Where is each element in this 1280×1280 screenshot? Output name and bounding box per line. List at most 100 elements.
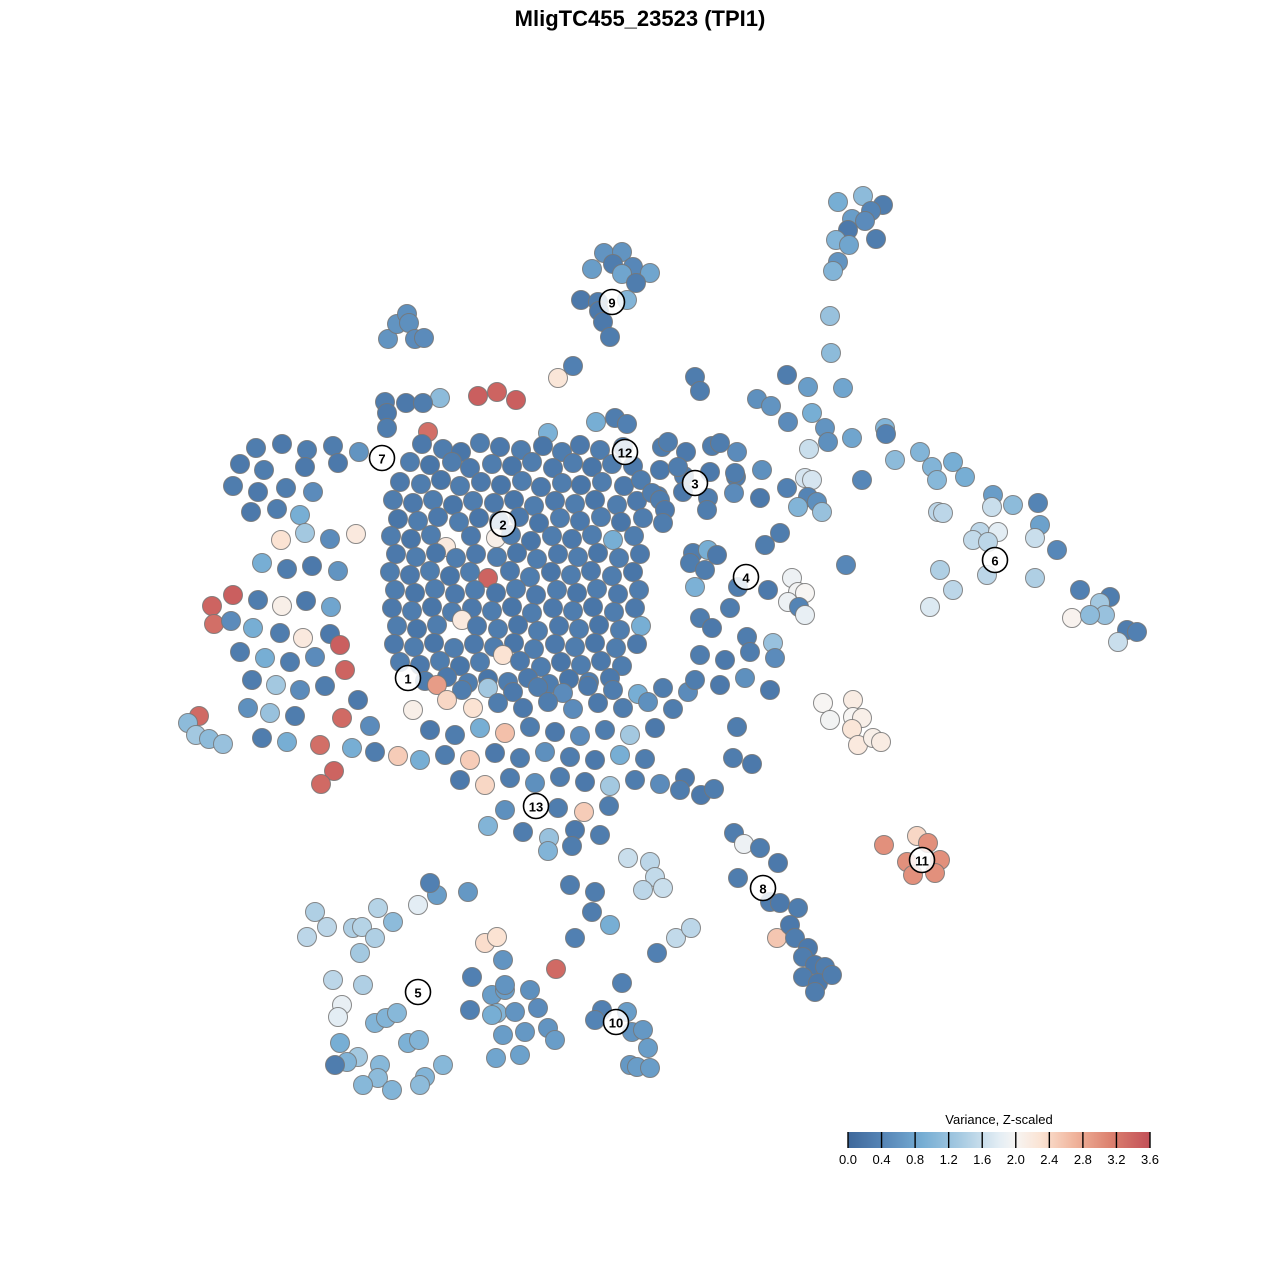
data-point — [506, 390, 526, 410]
data-point — [635, 749, 655, 769]
data-point — [427, 675, 447, 695]
data-point — [328, 1007, 348, 1027]
colorbar-tick-label: 2.0 — [1007, 1152, 1025, 1167]
data-point — [585, 490, 605, 510]
data-point — [653, 513, 673, 533]
data-point — [620, 725, 640, 745]
data-point — [626, 273, 646, 293]
data-point — [758, 580, 778, 600]
data-point — [323, 436, 343, 456]
data-point — [468, 386, 488, 406]
data-point — [303, 482, 323, 502]
data-point — [570, 726, 590, 746]
data-point — [833, 378, 853, 398]
data-point — [520, 980, 540, 1000]
data-point — [821, 343, 841, 363]
data-point — [585, 1010, 605, 1030]
data-point — [350, 943, 370, 963]
data-point — [612, 973, 632, 993]
data-point — [818, 432, 838, 452]
data-point — [1070, 580, 1090, 600]
data-point — [365, 742, 385, 762]
data-point — [502, 597, 522, 617]
data-point — [595, 720, 615, 740]
data-point — [437, 690, 457, 710]
data-point — [802, 470, 822, 490]
data-point — [435, 745, 455, 765]
data-point — [488, 693, 508, 713]
data-point — [352, 917, 372, 937]
data-point — [617, 414, 637, 434]
data-point — [404, 637, 424, 657]
data-point — [520, 717, 540, 737]
data-point — [507, 543, 527, 563]
data-point — [526, 585, 546, 605]
data-point — [578, 676, 598, 696]
data-point — [267, 499, 287, 519]
data-point — [740, 642, 760, 662]
data-point — [524, 639, 544, 659]
data-point — [500, 561, 520, 581]
data-point — [484, 493, 504, 513]
data-point — [955, 467, 975, 487]
data-point — [460, 750, 480, 770]
data-point — [450, 656, 470, 676]
data-point — [553, 683, 573, 703]
data-point — [320, 529, 340, 549]
data-point — [493, 1025, 513, 1045]
data-point — [295, 457, 315, 477]
data-point — [666, 928, 686, 948]
data-point — [670, 780, 690, 800]
data-point — [272, 596, 292, 616]
data-point — [586, 412, 606, 432]
data-point — [704, 779, 724, 799]
data-point — [538, 692, 558, 712]
data-point — [360, 716, 380, 736]
data-point — [668, 457, 688, 477]
data-point — [735, 668, 755, 688]
data-point — [365, 928, 385, 948]
data-point — [625, 770, 645, 790]
data-point — [839, 235, 859, 255]
data-point — [583, 597, 603, 617]
svg-text:5: 5 — [414, 986, 421, 1001]
data-point — [302, 556, 322, 576]
data-point — [403, 493, 423, 513]
data-point — [348, 690, 368, 710]
data-point — [290, 680, 310, 700]
data-point — [603, 530, 623, 550]
data-point — [478, 678, 498, 698]
data-point — [582, 259, 602, 279]
data-point — [876, 424, 896, 444]
data-point — [545, 491, 565, 511]
data-point — [563, 699, 583, 719]
data-point — [427, 615, 447, 635]
data-point — [266, 675, 286, 695]
data-point — [645, 718, 665, 738]
data-point — [446, 548, 466, 568]
data-point — [470, 652, 490, 672]
data-point — [571, 290, 591, 310]
data-point — [541, 562, 561, 582]
data-point — [546, 959, 566, 979]
svg-text:8: 8 — [759, 882, 766, 897]
data-point — [513, 698, 533, 718]
data-point — [542, 526, 562, 546]
data-point — [533, 436, 553, 456]
colorbar — [848, 1132, 1150, 1148]
data-point — [750, 838, 770, 858]
cluster-label-9: 9 — [598, 288, 626, 316]
data-point — [221, 611, 241, 631]
data-point — [728, 868, 748, 888]
data-point — [425, 579, 445, 599]
data-point — [470, 718, 490, 738]
data-point — [346, 524, 366, 544]
data-point — [223, 476, 243, 496]
data-point — [548, 368, 568, 388]
data-point — [653, 878, 673, 898]
data-point — [387, 616, 407, 636]
data-point — [335, 660, 355, 680]
data-point — [325, 1055, 345, 1075]
data-point — [531, 657, 551, 677]
cluster-label-8: 8 — [749, 874, 777, 902]
